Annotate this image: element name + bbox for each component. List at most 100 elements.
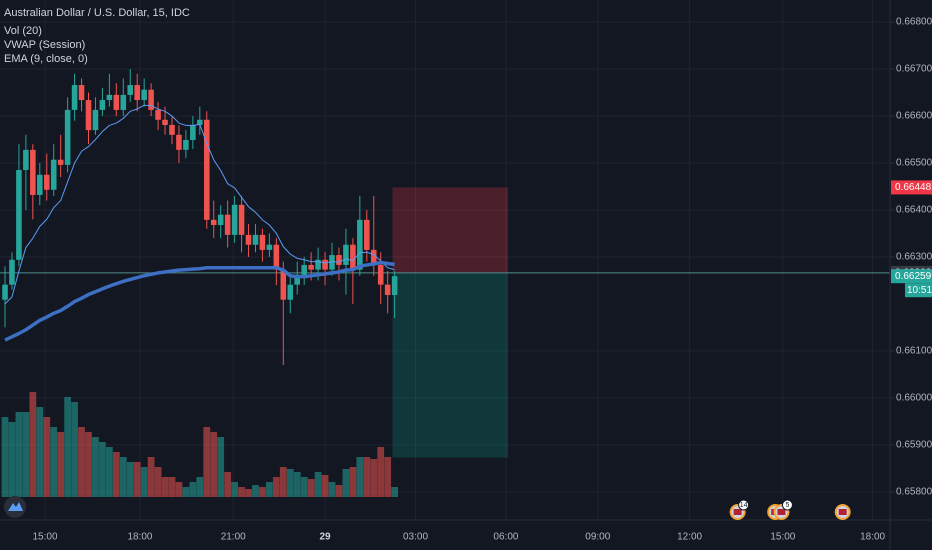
candle-body <box>16 170 22 260</box>
volume-bar <box>321 475 329 497</box>
candles <box>2 69 398 365</box>
candle-body <box>273 244 280 270</box>
candle-body <box>9 259 15 285</box>
x-tick-label: 12:00 <box>677 532 702 543</box>
volume-bar <box>363 457 371 497</box>
candle-body <box>64 109 71 165</box>
volume-bar <box>328 482 336 497</box>
volume-bar <box>342 469 350 497</box>
volume-bar <box>231 482 238 497</box>
position-tool[interactable] <box>0 187 890 458</box>
price-label: 0.66448 <box>895 182 932 193</box>
candle-body <box>294 274 301 285</box>
candle-body <box>120 94 127 110</box>
candle-body <box>106 94 113 101</box>
candle-body <box>155 109 161 120</box>
candle-body <box>162 119 168 125</box>
x-tick-label: 09:00 <box>585 532 610 543</box>
volume-bar <box>92 437 99 497</box>
volume-bar <box>78 427 85 497</box>
volume-bar <box>266 482 273 497</box>
candle-body <box>384 284 391 295</box>
volume-bar <box>272 477 280 497</box>
volume-bar <box>293 472 301 497</box>
y-tick-label: 0.65800 <box>896 486 932 497</box>
candle-body <box>245 234 252 245</box>
volume-bar <box>154 467 162 497</box>
candle-body <box>37 174 43 195</box>
volume-bar <box>217 437 225 497</box>
volume-bar <box>356 457 364 497</box>
volume-bar <box>64 397 72 497</box>
event-count: 14 <box>740 502 748 509</box>
volume-bar <box>370 459 378 497</box>
volume-bar <box>224 472 232 497</box>
candle-body <box>336 255 342 265</box>
candle-body <box>280 269 287 300</box>
candle-body <box>141 89 147 101</box>
y-tick-label: 0.66300 <box>896 252 932 263</box>
volume-bar <box>43 417 51 497</box>
volume-bar <box>314 472 322 497</box>
volume-bar <box>133 462 141 497</box>
x-tick-label: 18:00 <box>127 532 152 543</box>
candle-body <box>252 234 259 245</box>
volume-bar <box>349 467 357 497</box>
indicator-legend[interactable]: EMA (9, close, 0) <box>4 53 88 65</box>
candle-body <box>50 159 57 190</box>
volume-bar <box>300 477 308 497</box>
candle-body <box>78 85 85 101</box>
indicator-line <box>4 260 395 342</box>
candle-body <box>322 259 328 270</box>
y-tick-label: 0.66400 <box>896 205 932 216</box>
candle-body <box>183 139 189 150</box>
stop-zone[interactable] <box>392 187 509 273</box>
candle-body <box>364 219 370 250</box>
candle-body <box>43 174 50 190</box>
candle-body <box>57 159 64 165</box>
axes: 0.65800 0.65900 0.66000 0.66100 0.66300 0.664… <box>32 17 932 543</box>
volume-bar <box>168 477 176 497</box>
symbol-title[interactable]: Australian Dollar / U.S. Dollar, 15, IDC <box>4 7 190 19</box>
volume-bar <box>161 477 169 497</box>
volume-bar <box>85 432 92 497</box>
volume-bar <box>50 427 58 497</box>
indicator-legend[interactable]: Vol (20) <box>4 25 42 37</box>
candle-body <box>301 264 307 275</box>
candle-body <box>210 219 217 226</box>
candle-body <box>2 284 8 300</box>
x-tick-label: 15:00 <box>32 532 57 543</box>
volume-bar <box>15 412 23 497</box>
volume-bar <box>252 485 259 497</box>
event-flag <box>777 509 786 515</box>
candle-body <box>350 244 356 270</box>
candle-body <box>308 264 314 270</box>
event-badge <box>781 499 793 511</box>
y-tick-label: 0.66700 <box>896 64 932 75</box>
volume-pane <box>1 392 399 497</box>
logo-glyph <box>8 502 23 511</box>
candle-body <box>71 85 78 110</box>
volume-bar <box>391 487 399 497</box>
candle-body <box>92 109 99 131</box>
candle-body <box>391 276 398 295</box>
candle-body <box>23 149 29 171</box>
volume-bar <box>36 407 44 497</box>
candle-body <box>370 249 377 265</box>
indicator-lines <box>4 104 395 342</box>
logo[interactable] <box>4 496 26 518</box>
volume-bar <box>182 487 190 497</box>
volume-bar <box>189 482 197 497</box>
event-flag <box>733 509 742 515</box>
x-tick-label: 06:00 <box>493 532 518 543</box>
candle-body <box>315 259 321 270</box>
target-zone[interactable] <box>392 272 509 458</box>
candle-body <box>377 264 384 285</box>
volume-bar <box>203 427 211 497</box>
volume-bar <box>126 462 134 497</box>
volume-bar <box>238 487 245 497</box>
indicator-legend[interactable]: VWAP (Session) <box>4 39 85 51</box>
volume-bar <box>8 422 16 497</box>
volume-bar <box>1 417 9 497</box>
volume-bar <box>384 457 392 497</box>
